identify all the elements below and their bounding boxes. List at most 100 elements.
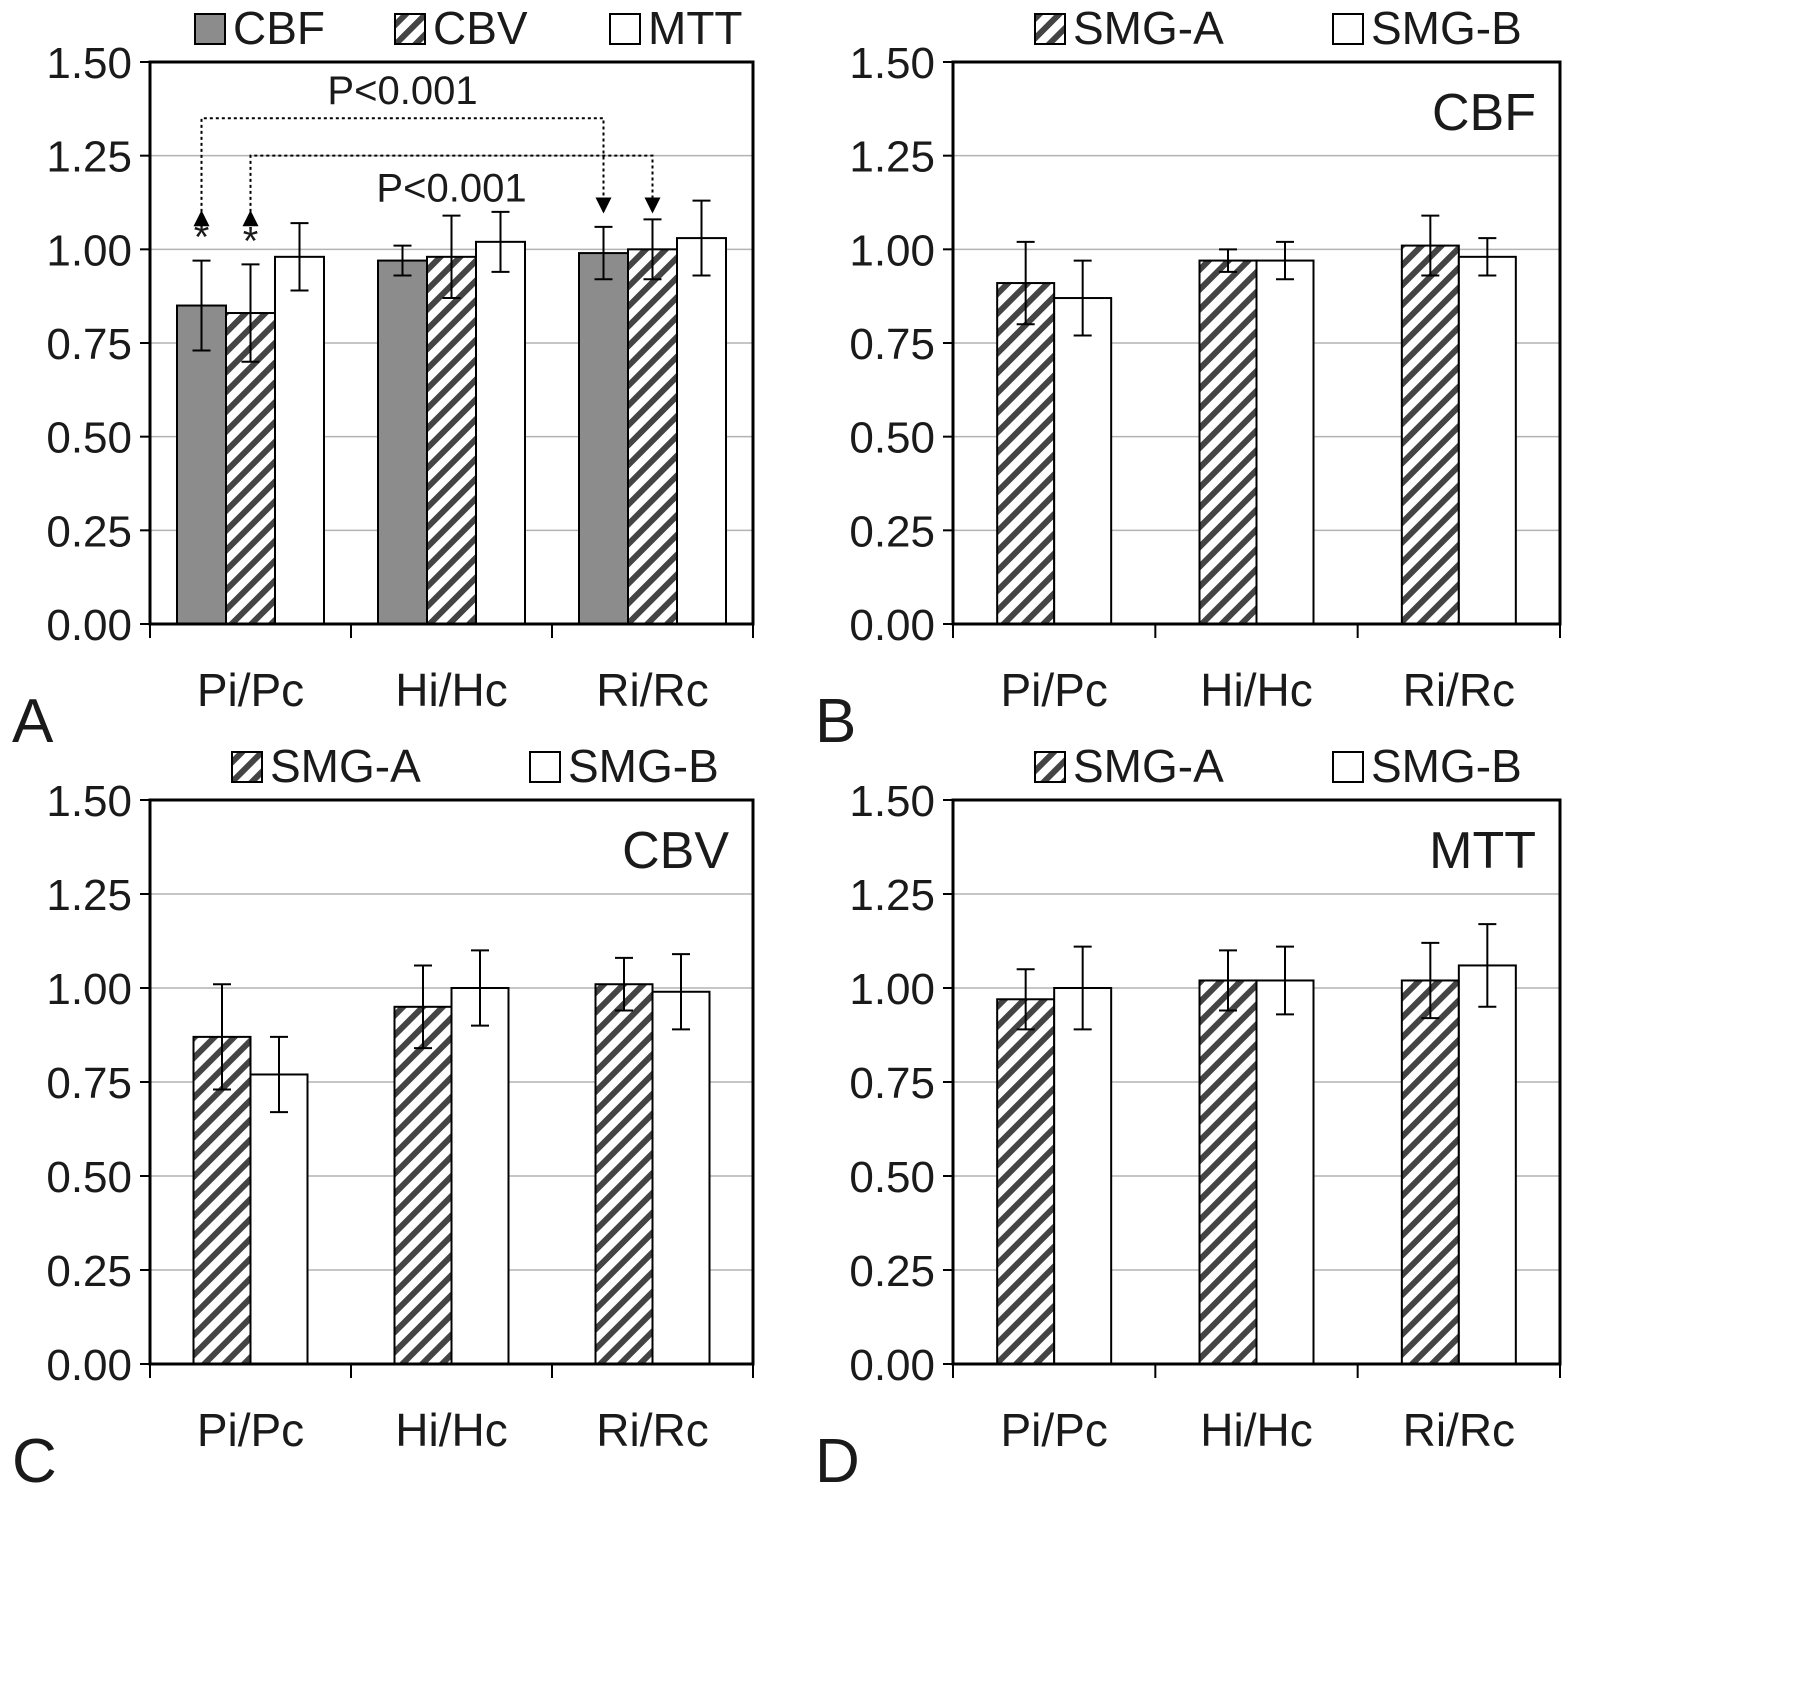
panel-inset-title: CBV: [622, 822, 729, 880]
panel-label: D: [815, 1427, 860, 1496]
bar: [996, 998, 1056, 1366]
y-tick-label: 1.25: [46, 133, 132, 182]
bar: [274, 255, 325, 625]
bar: [1400, 244, 1460, 625]
y-tick-label: 0.50: [46, 414, 132, 463]
plot-frame: [951, 798, 1562, 1366]
panel-c: 0.00 0.25 0.50 0.75 1.00 1.25 1.50 Pi/Pc Hi/Hc Ri…: [12, 740, 755, 1496]
legend-swatch: [1332, 13, 1364, 45]
p-value-label: P<0.001: [327, 69, 477, 113]
bar: [1457, 255, 1517, 625]
bar: [651, 990, 711, 1365]
y-tick-label: 1.50: [46, 39, 132, 88]
legend-swatch: [1034, 751, 1066, 783]
y-tick-label: 0.25: [46, 507, 132, 556]
y-tick-label: 1.50: [849, 39, 935, 88]
bar: [1255, 979, 1315, 1365]
legend-label: MTT: [648, 2, 743, 54]
legend-swatch: [394, 13, 426, 45]
x-tick-label: Hi/Hc: [395, 664, 507, 716]
legend-swatch: [529, 751, 561, 783]
bar: [426, 255, 477, 625]
significance-star: *: [243, 219, 259, 263]
y-tick-label: 0.50: [849, 1153, 935, 1202]
significance-bracket: [193, 117, 612, 227]
x-tick-label: Ri/Rc: [1403, 664, 1515, 716]
y-tick-label: 0.00: [46, 1341, 132, 1390]
bar: [1198, 979, 1258, 1365]
x-tick-label: Pi/Pc: [1000, 1404, 1107, 1456]
legend-label: CBF: [233, 2, 325, 54]
legend-label: SMG-A: [1073, 2, 1224, 54]
bar: [475, 240, 526, 625]
significance-bracket: [242, 154, 661, 227]
bar: [1053, 987, 1113, 1365]
y-tick-label: 1.50: [46, 777, 132, 826]
y-tick-label: 1.25: [46, 871, 132, 920]
legend-label: SMG-A: [1073, 740, 1224, 792]
panel-label: A: [12, 687, 54, 756]
x-tick-label: Pi/Pc: [197, 664, 304, 716]
bar: [676, 237, 727, 626]
bar: [1198, 259, 1258, 625]
y-tick-label: 0.00: [46, 601, 132, 650]
legend-label: SMG-B: [1371, 2, 1522, 54]
bar: [578, 252, 629, 626]
y-tick-label: 1.00: [849, 226, 935, 275]
plot-frame: [148, 798, 755, 1366]
panel-a: 0.00 0.25 0.50 0.75 1.00 1.25 1.50 Pi/Pc Hi/Hc Ri…: [12, 2, 755, 756]
bar: [176, 304, 227, 625]
y-tick-label: 1.25: [849, 871, 935, 920]
panel-d: 0.00 0.25 0.50 0.75 1.00 1.25 1.50 Pi/Pc Hi/Hc Ri…: [815, 740, 1562, 1496]
bar: [393, 1005, 453, 1365]
p-value-label: P<0.001: [376, 167, 526, 211]
legend-swatch: [1332, 751, 1364, 783]
y-tick-label: 0.00: [849, 1341, 935, 1390]
y-tick-label: 1.00: [849, 965, 935, 1014]
x-tick-label: Hi/Hc: [1200, 664, 1312, 716]
bar: [249, 1073, 309, 1365]
y-tick-label: 0.00: [849, 601, 935, 650]
bar: [1255, 259, 1315, 625]
y-tick-label: 0.25: [46, 1247, 132, 1296]
y-tick-label: 0.75: [46, 320, 132, 369]
x-tick-label: Ri/Rc: [1403, 1404, 1515, 1456]
y-tick-label: 0.50: [849, 414, 935, 463]
y-tick-label: 0.50: [46, 1153, 132, 1202]
panel-b: 0.00 0.25 0.50 0.75 1.00 1.25 1.50 Pi/Pc Hi/Hc Ri…: [815, 2, 1562, 756]
x-tick-label: Hi/Hc: [395, 1404, 507, 1456]
y-tick-label: 1.25: [849, 133, 935, 182]
legend-label: SMG-B: [568, 740, 719, 792]
bar: [996, 282, 1056, 625]
bar: [450, 987, 510, 1365]
y-tick-label: 0.75: [849, 320, 935, 369]
x-tick-label: Pi/Pc: [1000, 664, 1107, 716]
y-tick-label: 0.75: [46, 1059, 132, 1108]
panel-label: C: [12, 1427, 57, 1496]
panel-label: B: [815, 687, 856, 756]
legend-swatch: [194, 13, 226, 45]
y-tick-label: 1.00: [46, 226, 132, 275]
significance-star: *: [194, 216, 210, 260]
y-tick-label: 1.50: [849, 777, 935, 826]
legend-swatch: [231, 751, 263, 783]
legend-label: CBV: [433, 2, 528, 54]
x-tick-label: Hi/Hc: [1200, 1404, 1312, 1456]
y-tick-label: 0.75: [849, 1059, 935, 1108]
legend-label: SMG-A: [270, 740, 421, 792]
plot-frame: [951, 60, 1562, 626]
panel-inset-title: MTT: [1429, 822, 1536, 880]
bar: [1053, 297, 1113, 625]
y-tick-label: 1.00: [46, 965, 132, 1014]
x-tick-label: Ri/Rc: [596, 1404, 708, 1456]
x-tick-label: Ri/Rc: [596, 664, 708, 716]
y-tick-label: 0.25: [849, 507, 935, 556]
bar: [1457, 964, 1517, 1365]
legend-label: SMG-B: [1371, 740, 1522, 792]
panel-inset-title: CBF: [1432, 84, 1536, 142]
bar: [225, 312, 276, 625]
bar: [627, 248, 678, 625]
legend-swatch: [1034, 13, 1066, 45]
bar: [1400, 979, 1460, 1365]
